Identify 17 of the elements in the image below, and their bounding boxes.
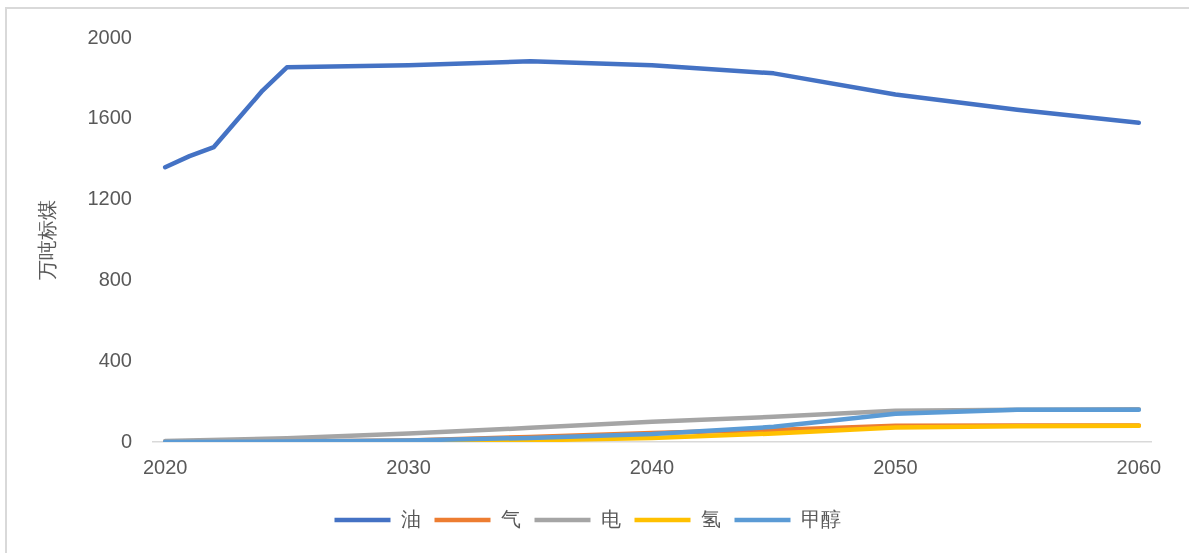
legend-label: 油	[400, 507, 421, 530]
x-tick-label: 2020	[142, 455, 188, 478]
y-axis-title: 万吨标煤	[35, 200, 58, 280]
legend-label: 甲醇	[800, 507, 841, 530]
x-tick-label: 2050	[873, 455, 918, 478]
x-tick-label: 2030	[386, 455, 431, 478]
y-tick-label: 2000	[87, 25, 132, 48]
x-tick-label: 2040	[629, 455, 675, 478]
y-tick-label: 0	[120, 429, 132, 452]
y-tick-label: 1200	[87, 187, 132, 210]
y-tick-label: 1600	[87, 106, 132, 129]
y-tick-label: 400	[98, 348, 132, 371]
x-tick-label: 2060	[1116, 455, 1162, 478]
legend-label: 气	[500, 507, 521, 530]
legend-label: 电	[600, 507, 621, 530]
legend-label: 氢	[700, 507, 721, 530]
y-tick-label: 800	[98, 267, 132, 290]
